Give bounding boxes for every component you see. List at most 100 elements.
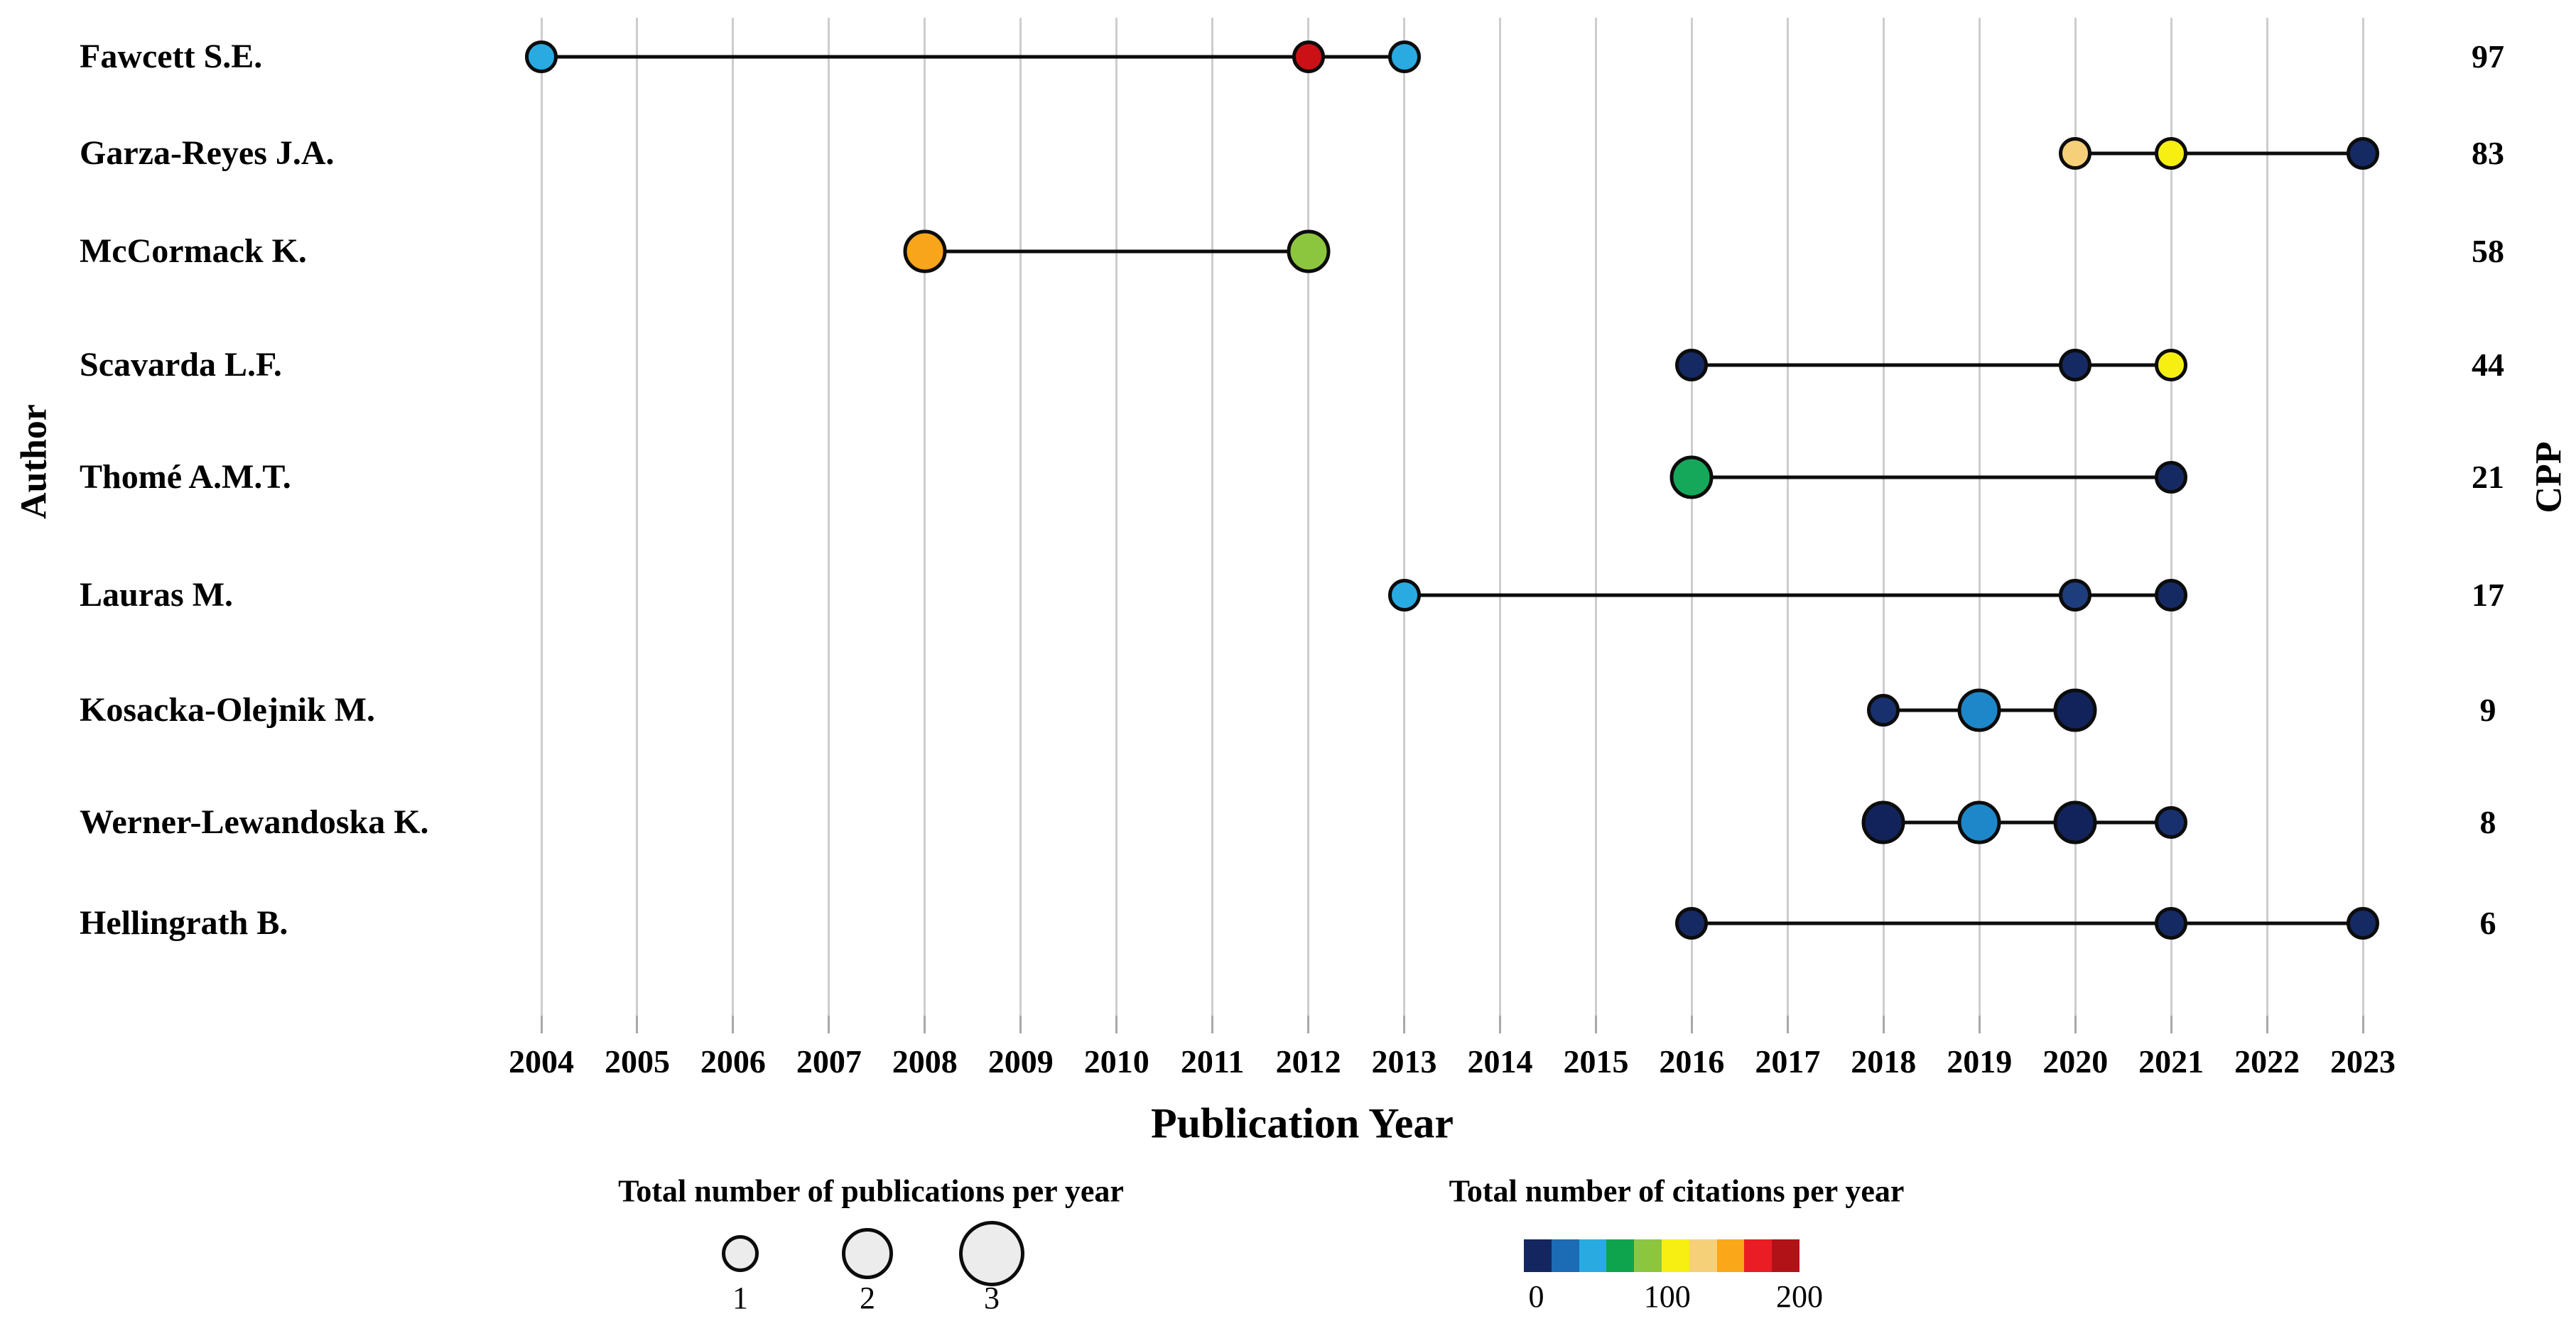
author-label: Garza-Reyes J.A. <box>80 134 335 172</box>
cpp-value: 9 <box>2479 692 2496 728</box>
size-legend-bubble-2 <box>842 1228 893 1279</box>
cpp-value: 58 <box>2472 233 2504 269</box>
size-legend-value-3: 3 <box>984 1281 1000 1315</box>
gridline-2015 <box>1594 18 1597 1016</box>
author-timeline-line <box>924 249 1309 254</box>
color-legend-title: Total number of citations per year <box>1449 1173 1905 1209</box>
size-legend-bubble-3 <box>959 1221 1024 1286</box>
cpp-value: 6 <box>2479 905 2496 941</box>
y-axis-title-author: Author <box>13 404 55 519</box>
publication-dot-hellingrath-2016 <box>1675 907 1709 940</box>
author-timeline-line <box>1404 593 2172 597</box>
publication-dot-fawcett-2013 <box>1387 40 1421 73</box>
y-axis-title-cpp: CPP <box>2528 441 2570 514</box>
author-label: Thomé A.M.T. <box>80 458 291 496</box>
gridline-2020 <box>2074 18 2077 1016</box>
publication-dot-mccormack-2008 <box>903 229 947 273</box>
x-tick-label-2018: 2018 <box>1851 1043 1917 1080</box>
x-tick-label-2017: 2017 <box>1755 1043 1821 1080</box>
publication-dot-lauras-2020 <box>2059 579 2092 612</box>
color-legend-swatch-0 <box>1524 1239 1552 1272</box>
color-legend-swatch-8 <box>1744 1239 1773 1272</box>
publication-dot-scavarda-2016 <box>1675 349 1709 381</box>
gridline-2021 <box>2170 18 2172 1016</box>
publication-dot-lauras-2021 <box>2155 579 2188 612</box>
publication-dot-garza-reyes-2020 <box>2059 137 2092 170</box>
color-legend-tick-0: 0 <box>1528 1279 1544 1314</box>
x-tick-2022 <box>2266 1016 2268 1033</box>
color-legend-swatch-3 <box>1606 1239 1635 1272</box>
gridline-2008 <box>924 18 926 1016</box>
publication-dot-fawcett-2012 <box>1292 40 1325 73</box>
x-tick-2016 <box>1690 1016 1693 1033</box>
x-tick-label-2020: 2020 <box>2042 1043 2109 1080</box>
cpp-value: 21 <box>2472 459 2504 495</box>
x-tick-2017 <box>1786 1016 1789 1033</box>
size-legend-value-1: 1 <box>732 1281 748 1315</box>
x-tick-2018 <box>1882 1016 1885 1033</box>
x-tick-label-2012: 2012 <box>1275 1043 1341 1080</box>
x-tick-label-2013: 2013 <box>1371 1043 1437 1080</box>
gridline-2019 <box>1978 18 1981 1016</box>
author-timeline-line <box>2075 151 2364 156</box>
publication-dot-garza-reyes-2023 <box>2347 137 2380 170</box>
x-tick-label-2021: 2021 <box>2138 1043 2204 1080</box>
author-label: Fawcett S.E. <box>80 38 263 75</box>
author-timeline-line <box>1692 921 2364 925</box>
x-tick-2005 <box>636 1016 639 1033</box>
publication-dot-werner-lewandoska-2019 <box>1957 800 2001 844</box>
x-tick-2019 <box>1978 1016 1981 1033</box>
publication-dot-scavarda-2020 <box>2059 349 2092 381</box>
x-tick-label-2023: 2023 <box>2330 1043 2396 1080</box>
cpp-value: 97 <box>2472 38 2504 75</box>
publication-dot-thomé-2021 <box>2155 461 2188 494</box>
gridline-2013 <box>1403 18 1406 1016</box>
cpp-value: 17 <box>2472 577 2504 613</box>
x-tick-2020 <box>2074 1016 2077 1033</box>
gridline-2011 <box>1211 18 1214 1016</box>
cpp-value: 8 <box>2479 804 2496 840</box>
color-legend-swatch-2 <box>1579 1239 1607 1272</box>
publication-dot-werner-lewandoska-2018 <box>1861 800 1905 844</box>
author-timeline-line <box>1883 820 2172 825</box>
publication-dot-kosacka-olejnik-2020 <box>2053 688 2097 732</box>
color-legend-swatch-4 <box>1634 1239 1662 1272</box>
publication-dot-lauras-2013 <box>1387 579 1421 612</box>
x-tick-label-2022: 2022 <box>2234 1043 2300 1080</box>
color-legend-swatch-9 <box>1772 1239 1800 1272</box>
author-label: Hellingrath B. <box>80 904 288 942</box>
color-legend-swatch-6 <box>1689 1239 1718 1272</box>
x-tick-2009 <box>1019 1016 1022 1033</box>
x-tick-label-2006: 2006 <box>700 1043 766 1080</box>
size-legend-bubble-1 <box>722 1235 759 1272</box>
author-label: Kosacka-Olejnik M. <box>80 691 375 729</box>
gridline-2010 <box>1115 18 1118 1016</box>
x-tick-2015 <box>1594 1016 1597 1033</box>
author-label: Scavarda L.F. <box>80 346 282 384</box>
x-tick-label-2016: 2016 <box>1659 1043 1725 1080</box>
x-tick-label-2015: 2015 <box>1563 1043 1629 1080</box>
gridline-2014 <box>1499 18 1501 1016</box>
x-tick-2023 <box>2361 1016 2364 1033</box>
x-tick-label-2005: 2005 <box>604 1043 670 1080</box>
x-tick-label-2011: 2011 <box>1180 1043 1245 1080</box>
size-legend-value-2: 2 <box>860 1281 875 1315</box>
x-tick-2007 <box>828 1016 830 1033</box>
author-timeline-line <box>541 55 1405 59</box>
gridline-2016 <box>1690 18 1693 1016</box>
publication-dot-werner-lewandoska-2021 <box>2155 806 2188 839</box>
x-tick-label-2009: 2009 <box>987 1043 1054 1080</box>
gridline-2022 <box>2266 18 2268 1016</box>
author-label: McCormack K. <box>80 232 307 270</box>
publication-dot-werner-lewandoska-2020 <box>2053 800 2097 844</box>
x-tick-2011 <box>1211 1016 1214 1033</box>
x-tick-2010 <box>1115 1016 1118 1033</box>
x-tick-label-2010: 2010 <box>1083 1043 1149 1080</box>
cpp-value: 44 <box>2472 347 2504 383</box>
x-tick-label-2004: 2004 <box>509 1043 574 1080</box>
color-legend-tick-200: 200 <box>1776 1279 1823 1314</box>
x-tick-label-2014: 2014 <box>1467 1043 1533 1080</box>
author-timeline-line <box>1692 475 2172 479</box>
publication-dot-thomé-2016 <box>1669 455 1714 499</box>
